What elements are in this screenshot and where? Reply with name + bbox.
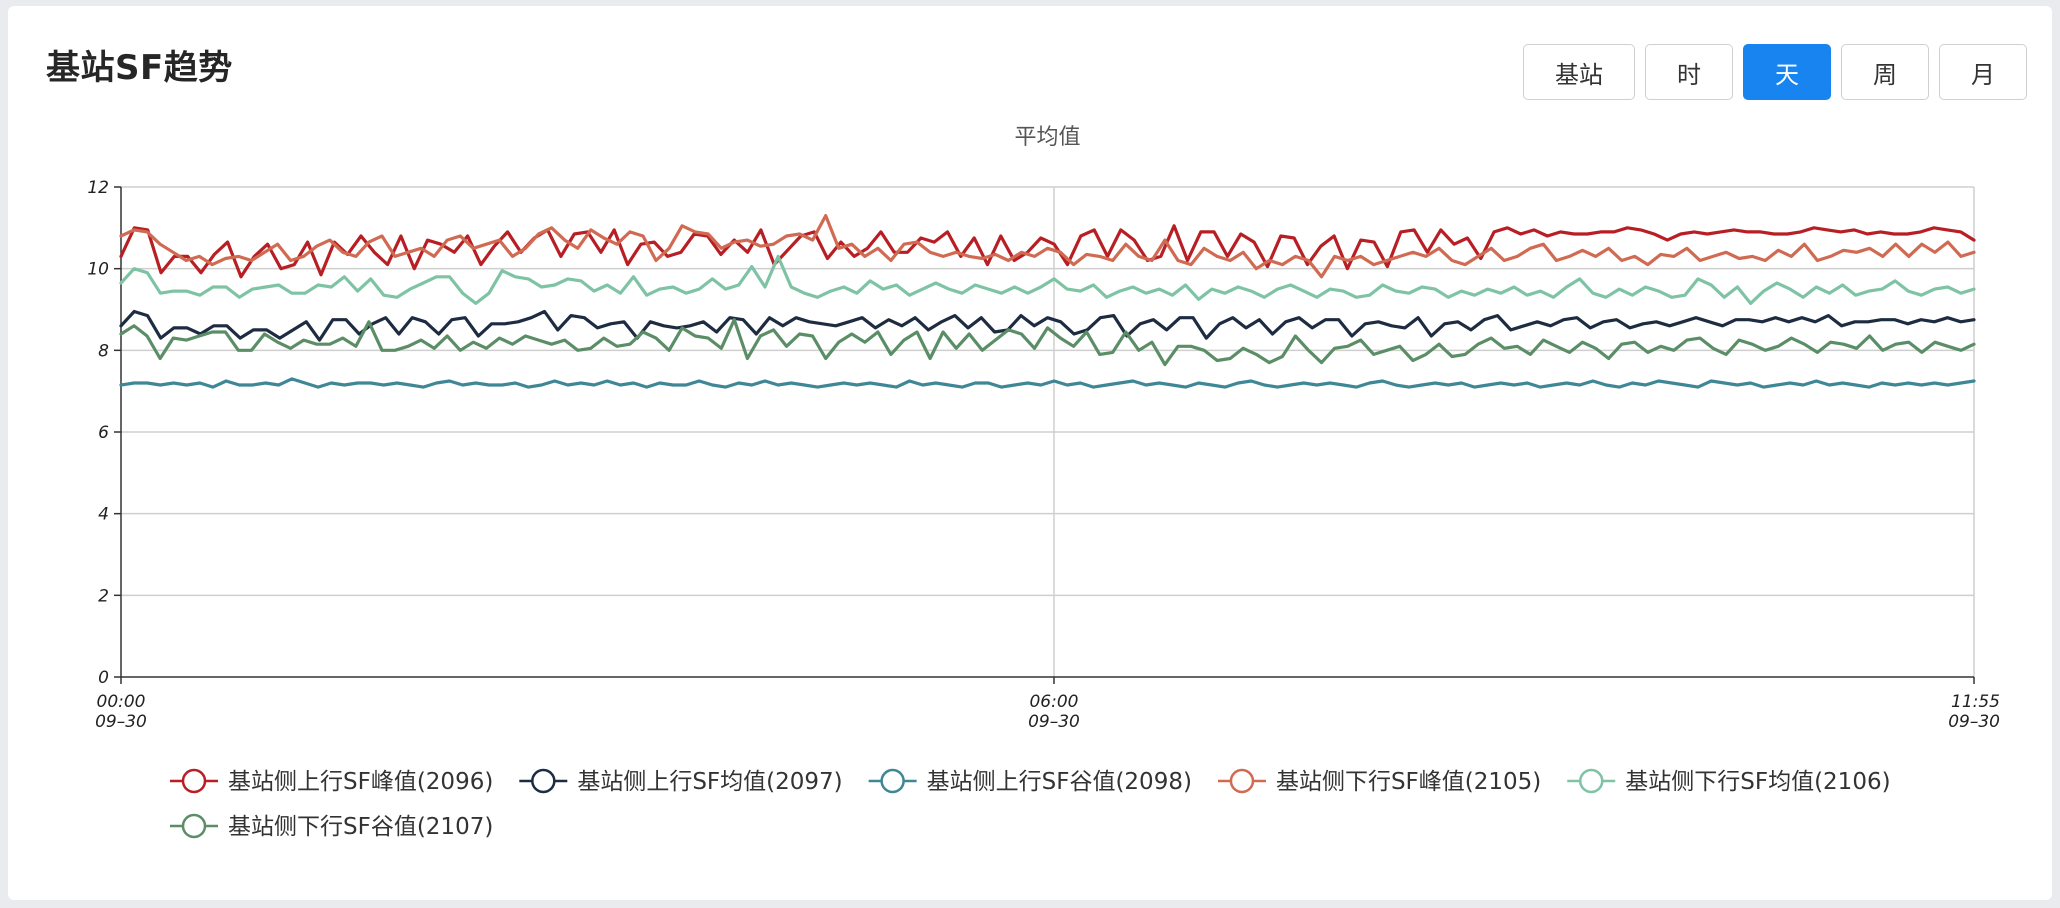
y-tick-label: 12 <box>87 178 109 198</box>
series-line-5 <box>119 254 1976 305</box>
x-tick-date-label: 09–30 <box>1948 712 2000 732</box>
legend-item-label: 基站侧下行SF谷值(2107) <box>228 814 493 840</box>
week-button[interactable]: 周 <box>1841 44 1929 100</box>
x-tick-date-label: 09–30 <box>95 712 147 732</box>
x-tick-label: 06:00 <box>1029 692 1078 712</box>
y-tick-label: 4 <box>98 505 109 525</box>
x-tick-label: 00:00 <box>97 692 146 712</box>
y-tick-label: 2 <box>98 586 109 606</box>
y-tick-label: 8 <box>98 341 109 361</box>
chart-title: 平均值 <box>1014 125 1080 150</box>
x-tick-label: 11:55 <box>1951 692 2000 712</box>
legend-marker-circle <box>1579 768 1604 794</box>
hour-button[interactable]: 时 <box>1645 44 1733 100</box>
month-button[interactable]: 月 <box>1939 44 2027 100</box>
legend-item-label: 基站侧上行SF谷值(2098) <box>927 769 1192 795</box>
y-tick-label: 0 <box>98 668 109 688</box>
legend-marker-circle <box>880 768 905 794</box>
legend-marker-circle <box>181 813 207 839</box>
x-tick-date-label: 09–30 <box>1028 712 1080 732</box>
day-button[interactable]: 天 <box>1743 44 1831 100</box>
y-tick-label: 10 <box>87 260 109 280</box>
base-station-button[interactable]: 基站 <box>1523 44 1635 100</box>
line-chart: 平均值02468101200:0009–3006:0009–3011:5509–… <box>87 125 2000 840</box>
legend-item-label: 基站侧上行SF均值(2097) <box>577 769 842 795</box>
legend-marker-circle <box>531 768 556 794</box>
y-tick-label: 6 <box>98 423 109 443</box>
series-line-2 <box>119 309 1976 342</box>
legend-item-label: 基站侧上行SF峰值(2096) <box>228 769 493 795</box>
series-line-4 <box>119 214 1976 279</box>
legend-marker-circle <box>181 768 207 794</box>
series-line-1 <box>119 224 1976 279</box>
series-line-6 <box>119 318 1976 367</box>
series-line-3 <box>119 377 1976 389</box>
page-title: 基站SF趋势 <box>46 48 233 88</box>
granularity-button-group: 基站 时 天 周 月 <box>1523 44 2027 100</box>
legend-item-label: 基站侧下行SF峰值(2105) <box>1276 769 1541 795</box>
legend-marker-circle <box>1229 768 1255 794</box>
legend-item-label: 基站侧下行SF均值(2106) <box>1625 769 1890 795</box>
chart-card: 基站SF趋势 基站 时 天 周 月 平均值 0 2 4 6 8 10 12 00:00 09–30… <box>8 6 2052 900</box>
